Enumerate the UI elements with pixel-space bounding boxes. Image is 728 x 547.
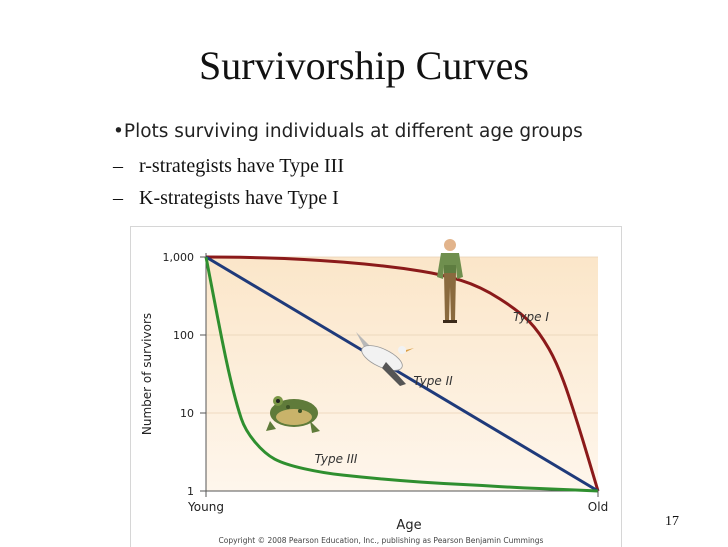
- y-tick-label: 1: [187, 485, 194, 498]
- y-tick-label: 100: [173, 329, 194, 342]
- survivorship-figure: Type I Type II Type III 1,000 100 10 1 Young Ol…: [130, 226, 622, 547]
- sub-bullet-text: r-strategists have Type III: [139, 155, 344, 177]
- bullet-list: •Plots surviving individuals at differen…: [113, 118, 583, 214]
- x-axis-label: Age: [396, 518, 421, 533]
- y-tick-label: 1,000: [163, 251, 195, 264]
- x-tick-label: Young: [187, 500, 224, 514]
- frog-illustration: [266, 396, 320, 433]
- sub-bullet-r-strategists: – r-strategists have Type III: [113, 150, 583, 182]
- series-label-type-ii: Type II: [413, 374, 453, 388]
- y-tick-label: 10: [180, 407, 194, 420]
- series-line-type-i: [205, 255, 600, 492]
- sub-bullet-k-strategists: – K-strategists have Type I: [113, 182, 583, 214]
- sub-bullet-text: K-strategists have Type I: [139, 187, 339, 209]
- copyright-note: Copyright © 2008 Pearson Education, Inc.…: [219, 536, 544, 545]
- bullet-dash: –: [113, 187, 123, 209]
- bullet-dash: –: [113, 155, 123, 177]
- human-illustration: [437, 239, 463, 323]
- seagull-illustration: [356, 332, 414, 386]
- series-line-type-iii: [204, 256, 599, 493]
- slide-title: Survivorship Curves: [199, 43, 529, 88]
- series-label-type-iii: Type III: [315, 452, 358, 466]
- page-number: 17: [665, 514, 679, 529]
- bullet-main: •Plots surviving individuals at differen…: [113, 121, 583, 142]
- y-axis-label: Number of survivors: [140, 313, 154, 435]
- series-label-type-i: Type I: [513, 310, 549, 324]
- x-tick-label: Old: [588, 500, 608, 514]
- survivorship-chart: Type I Type II Type III 1,000 100 10 1 Young Ol…: [140, 239, 608, 545]
